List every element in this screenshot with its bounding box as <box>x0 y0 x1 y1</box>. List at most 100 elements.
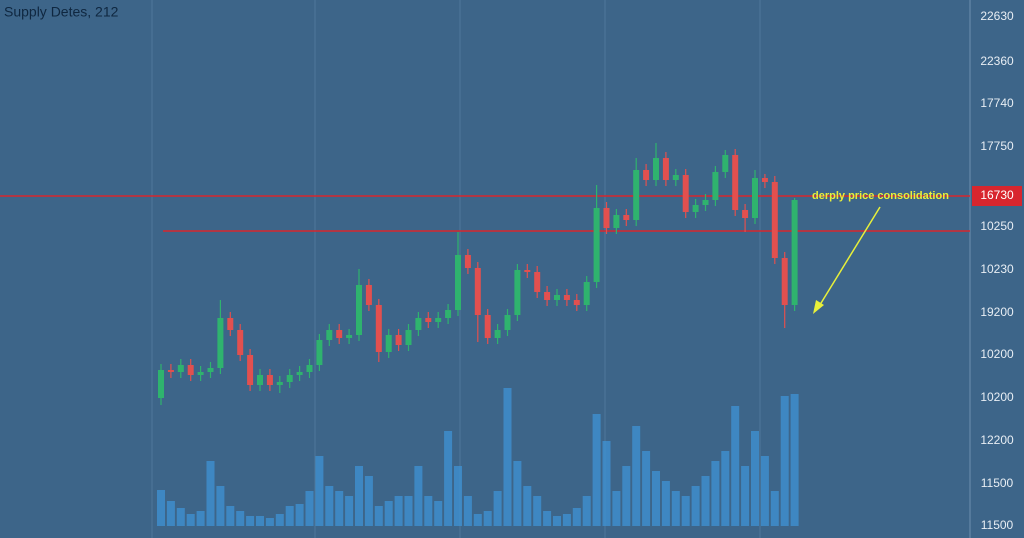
volume-bar <box>760 456 769 526</box>
volume-bar <box>176 508 185 526</box>
candle-body <box>554 295 560 300</box>
candle-body <box>455 255 461 310</box>
volume-bar <box>285 506 294 526</box>
volume-bar <box>572 508 581 526</box>
volume-bar <box>325 486 334 526</box>
candle-body <box>365 285 372 305</box>
price-axis-label: 10230 <box>980 262 1014 276</box>
level-label-box <box>972 186 1022 206</box>
volume-bar <box>483 511 492 526</box>
candle-body <box>217 318 224 368</box>
candle-body <box>435 318 442 322</box>
candle-body <box>752 178 758 218</box>
candle-body <box>771 182 778 258</box>
volume-bar <box>186 514 195 526</box>
volume-bar <box>256 516 264 526</box>
volume-bar <box>661 481 670 526</box>
candle-body <box>207 368 214 372</box>
annotation-arrow <box>817 206 881 309</box>
volume-bar <box>721 451 730 526</box>
candle-body <box>237 330 244 355</box>
volume-bar <box>731 406 740 526</box>
volume-bar <box>681 496 690 526</box>
candle-body <box>524 270 531 272</box>
candle-body <box>623 215 630 220</box>
candle-body <box>583 282 590 305</box>
volume-bar <box>632 426 641 526</box>
candle-body <box>445 310 452 318</box>
volume-bar <box>414 466 423 526</box>
volume-bar <box>493 491 502 526</box>
candle-body <box>375 305 382 352</box>
candle-body <box>266 375 273 385</box>
volume-bar <box>553 516 561 526</box>
volume-bar <box>562 514 571 526</box>
volume-bar <box>582 496 591 526</box>
price-axis-label: 17740 <box>980 96 1014 110</box>
candle-body <box>257 375 263 385</box>
volume-bar <box>157 490 165 526</box>
candle-body <box>336 330 343 338</box>
volume-bar <box>295 504 304 526</box>
volume-bar <box>394 496 403 526</box>
price-axis-label: 10200 <box>980 390 1014 404</box>
candle-body <box>781 258 788 305</box>
volume-bar <box>305 491 314 526</box>
annotation: derply price consolidation <box>812 190 949 202</box>
volume-bar <box>434 501 443 526</box>
candle-body <box>633 170 640 220</box>
candle-body <box>395 335 402 345</box>
candle-body <box>276 382 283 385</box>
candle-body <box>158 370 164 398</box>
volume-bar <box>513 461 522 526</box>
candle-body <box>742 210 749 218</box>
volume-bar <box>206 461 215 526</box>
volume-bar <box>691 486 700 526</box>
price-axis-label: 22630 <box>980 9 1014 23</box>
volume-bar <box>275 514 284 526</box>
candle-body <box>662 158 669 180</box>
candle-body <box>603 208 610 228</box>
volume-bar <box>246 516 255 526</box>
volume-bar <box>355 466 363 526</box>
volume-bar <box>454 466 462 526</box>
candle-body <box>346 335 353 338</box>
candle-body <box>197 372 204 375</box>
volume-bar <box>444 431 453 526</box>
candle-body <box>504 315 511 330</box>
candle-body <box>643 170 650 180</box>
volume-bar <box>463 496 472 526</box>
volume-bar <box>543 511 552 526</box>
candle-body <box>534 272 541 292</box>
volume-bar <box>374 506 383 526</box>
candle-body <box>672 175 679 180</box>
candle-body <box>791 200 798 305</box>
volume-bar <box>671 491 680 526</box>
annotation-arrowhead <box>813 300 824 314</box>
volume-bar <box>384 501 393 526</box>
volume-bar <box>770 491 779 526</box>
price-axis-label: 11500 <box>981 476 1014 490</box>
candle-body <box>356 285 362 335</box>
volume-bar <box>652 471 660 526</box>
candle-body <box>464 255 471 268</box>
volume-bar <box>503 388 512 526</box>
volume-bar <box>404 496 413 526</box>
volume-bar <box>711 461 720 526</box>
candle-body <box>712 172 719 200</box>
candle-body <box>247 355 254 385</box>
level-label: 16730 <box>980 188 1014 202</box>
candle-body <box>573 300 580 305</box>
candle-body <box>425 318 432 322</box>
candle-body <box>761 178 768 182</box>
volume-bar <box>592 414 601 526</box>
candle-body <box>167 370 174 372</box>
candle-body <box>514 270 521 315</box>
price-axis-label: 12200 <box>980 433 1014 447</box>
candle-body <box>563 295 570 300</box>
candle-body <box>316 340 323 365</box>
candle-body <box>702 200 709 205</box>
price-axis-label: 10200 <box>980 347 1014 361</box>
